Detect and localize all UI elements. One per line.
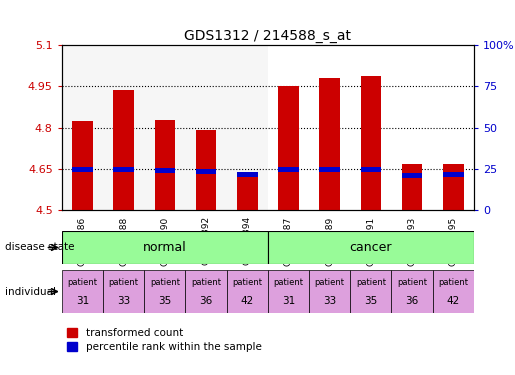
Text: patient: patient <box>191 278 221 286</box>
Legend: transformed count, percentile rank within the sample: transformed count, percentile rank withi… <box>67 328 262 352</box>
Text: patient: patient <box>109 278 139 286</box>
Bar <box>72 121 93 210</box>
Text: 36: 36 <box>405 296 419 306</box>
Text: patient: patient <box>315 278 345 286</box>
Bar <box>443 172 464 177</box>
Bar <box>319 166 340 171</box>
Bar <box>402 172 422 177</box>
Text: 35: 35 <box>158 296 171 306</box>
Bar <box>237 177 258 210</box>
FancyBboxPatch shape <box>144 270 185 313</box>
Bar <box>360 167 381 172</box>
Bar <box>268 45 474 210</box>
Bar <box>62 45 268 210</box>
Text: normal: normal <box>143 241 186 254</box>
FancyBboxPatch shape <box>391 270 433 313</box>
FancyBboxPatch shape <box>433 270 474 313</box>
Bar <box>402 164 422 210</box>
Text: 35: 35 <box>364 296 377 306</box>
FancyBboxPatch shape <box>185 270 227 313</box>
Bar <box>154 168 175 173</box>
Text: disease state: disease state <box>5 243 75 252</box>
FancyBboxPatch shape <box>350 270 391 313</box>
Text: patient: patient <box>356 278 386 286</box>
FancyBboxPatch shape <box>227 270 268 313</box>
Text: 33: 33 <box>323 296 336 306</box>
Bar <box>278 166 299 171</box>
Bar <box>113 166 134 171</box>
Bar <box>360 76 381 210</box>
FancyBboxPatch shape <box>62 270 103 313</box>
Bar <box>278 86 299 210</box>
Text: 36: 36 <box>199 296 213 306</box>
Bar <box>237 172 258 177</box>
FancyBboxPatch shape <box>103 270 144 313</box>
FancyBboxPatch shape <box>62 231 268 264</box>
Title: GDS1312 / 214588_s_at: GDS1312 / 214588_s_at <box>184 28 351 43</box>
Bar <box>196 130 216 210</box>
Text: 33: 33 <box>117 296 130 306</box>
Text: individual: individual <box>5 286 56 297</box>
Bar <box>72 167 93 172</box>
Bar <box>196 169 216 174</box>
Text: 42: 42 <box>241 296 254 306</box>
FancyBboxPatch shape <box>309 270 350 313</box>
Text: 31: 31 <box>76 296 89 306</box>
FancyBboxPatch shape <box>268 231 474 264</box>
Bar <box>319 78 340 210</box>
Text: patient: patient <box>438 278 468 286</box>
Text: patient: patient <box>273 278 303 286</box>
Text: patient: patient <box>397 278 427 286</box>
Text: 42: 42 <box>447 296 460 306</box>
Text: patient: patient <box>150 278 180 286</box>
Text: 31: 31 <box>282 296 295 306</box>
Text: patient: patient <box>67 278 97 286</box>
FancyBboxPatch shape <box>268 270 309 313</box>
Bar <box>113 90 134 210</box>
Bar <box>154 120 175 210</box>
Text: patient: patient <box>232 278 262 286</box>
Bar <box>443 164 464 210</box>
Text: cancer: cancer <box>350 241 392 254</box>
